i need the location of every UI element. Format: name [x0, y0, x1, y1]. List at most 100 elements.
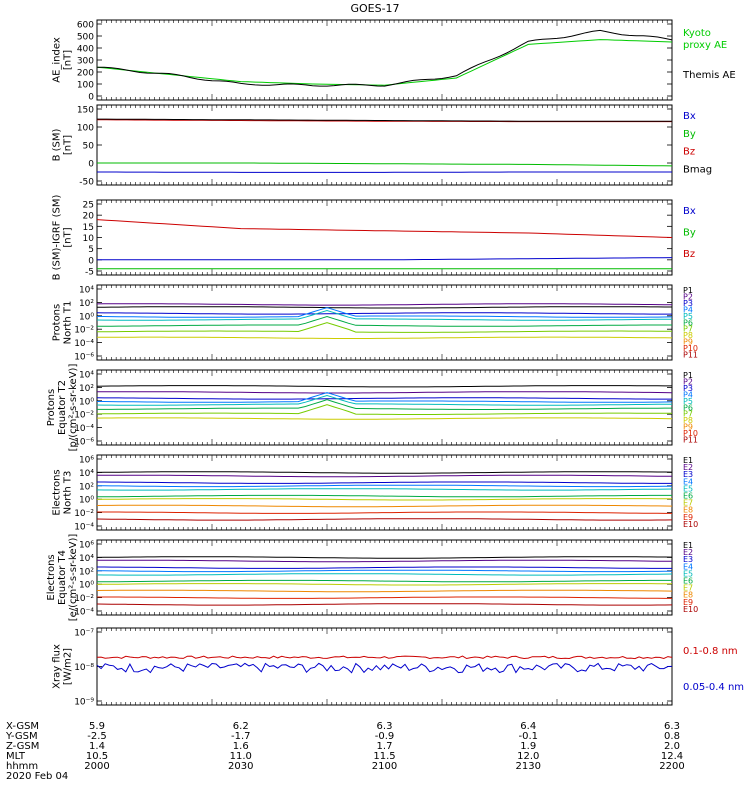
y-tick-label: 150: [77, 106, 94, 116]
y-axis-label: Electrons Equator T4 [e/(cm²-s-sr-keV)]: [46, 534, 79, 622]
legend-item: Bx: [683, 206, 696, 217]
chart-title: GOES-17: [350, 2, 399, 15]
y-tick-label: 10⁰: [79, 581, 94, 591]
channel-e10: [96, 518, 673, 521]
footer-value: 2030: [228, 761, 253, 772]
y-tick-label: 10²: [79, 567, 94, 577]
channel-e1: [96, 556, 673, 559]
legend-p9: P9: [683, 423, 693, 432]
y-tick-label: -5: [85, 268, 94, 278]
footer-value: 1.9: [520, 741, 536, 752]
channel-e4: [96, 569, 673, 573]
y-axis-label: Protons Equator T2 [p/(cm²-s-sr-keV)]: [46, 364, 79, 452]
footer-value: 0.8: [664, 731, 680, 742]
channel-p2: [96, 303, 673, 306]
channel-p8: [97, 336, 673, 339]
panel-frame: [96, 284, 673, 361]
legend-p11: P11: [683, 436, 698, 445]
channel-p3: [96, 312, 672, 315]
channel-e7: [96, 583, 673, 586]
channel-p5: [96, 394, 673, 406]
channel-e2: [97, 559, 673, 563]
y-tick-label: 10⁻⁴: [74, 424, 94, 434]
y-tick-label: -50: [79, 178, 94, 188]
y-tick-label: 10⁻²: [74, 411, 94, 421]
footer-value: 2200: [659, 761, 684, 772]
legend-e9: E9: [683, 513, 693, 522]
channel-e2: [97, 474, 673, 478]
channel-e6: [97, 494, 672, 498]
series-xray-0: [96, 655, 673, 660]
footer-value: 12.4: [661, 751, 683, 762]
legend-e6: E6: [683, 492, 693, 501]
footer-value: 1.6: [233, 741, 249, 752]
y-tick-label: 500: [77, 33, 94, 43]
legend-item: Bx: [683, 111, 696, 122]
channel-p7: [96, 404, 672, 415]
footer-value: 2.0: [664, 741, 680, 752]
legend-e1: E1: [683, 456, 693, 465]
y-tick-label: 0: [88, 93, 94, 103]
series-kyoto-proxy-ae: [96, 39, 673, 86]
y-axis-label-line: Protons: [46, 389, 57, 426]
channel-p5: [96, 309, 673, 321]
legend-e7: E7: [683, 584, 693, 593]
y-tick-label: 10⁻⁶: [74, 438, 94, 448]
y-axis-label-line: Electrons: [52, 469, 63, 515]
legend-e9: E9: [683, 598, 693, 607]
y-tick-label: 5: [88, 245, 94, 255]
legend-item: Bz: [683, 249, 695, 260]
y-tick-label: 10⁻⁴: [74, 523, 94, 533]
channel-e5: [96, 488, 673, 491]
footer-value: 6.4: [520, 721, 536, 732]
legend-e5: E5: [683, 569, 693, 578]
legend-p7: P7: [683, 325, 693, 334]
y-tick-label: 10⁴: [79, 554, 94, 564]
channel-p1: [96, 306, 672, 309]
legend-p8: P8: [683, 331, 693, 340]
y-axis-label: Protons North T1: [52, 301, 74, 345]
channel-p8: [96, 417, 673, 420]
footer-value: 11.5: [373, 751, 395, 762]
footer-label: MLT: [6, 751, 26, 762]
footer-value: 6.3: [664, 721, 680, 732]
legend-item: Kyoto: [683, 28, 711, 39]
channel-p1: [96, 385, 672, 388]
legend-p7: P7: [683, 410, 693, 419]
y-tick-label: 10⁻⁷: [74, 629, 94, 639]
channel-p3: [96, 397, 672, 400]
legend-p3: P3: [683, 384, 693, 393]
y-tick-label: 10⁴: [79, 371, 94, 381]
y-tick-label: 100: [77, 81, 94, 91]
channel-e5: [96, 573, 673, 576]
legend-item: By: [683, 227, 696, 238]
y-tick-label: 10: [83, 234, 95, 244]
legend-e1: E1: [683, 541, 693, 550]
y-axis-label-line: [e/(cm²-s-sr-keV)]: [68, 534, 79, 622]
legend-e4: E4: [683, 477, 693, 486]
legend-p4: P4: [683, 390, 693, 399]
y-tick-label: 25: [83, 201, 94, 211]
y-tick-label: 10⁰: [79, 496, 94, 506]
legend-item: Themis AE: [682, 70, 736, 81]
y-tick-label: 400: [77, 45, 94, 55]
channel-e3: [97, 566, 672, 569]
footer-value: 6.2: [233, 721, 249, 732]
y-axis-label: AE_index [nT]: [52, 37, 74, 83]
legend-item: 0.1-0.8 nm: [683, 646, 738, 657]
panel-frame: [96, 369, 673, 446]
legend-e8: E8: [683, 506, 693, 515]
y-axis-label-line: Protons: [52, 304, 63, 341]
y-tick-label: 10⁻²: [74, 326, 94, 336]
y-tick-label: 50: [83, 142, 95, 152]
legend-e5: E5: [683, 484, 693, 493]
y-axis-label-line: [p/(cm²-s-sr-keV)]: [68, 364, 79, 452]
footer-label: Z-GSM: [6, 741, 39, 752]
